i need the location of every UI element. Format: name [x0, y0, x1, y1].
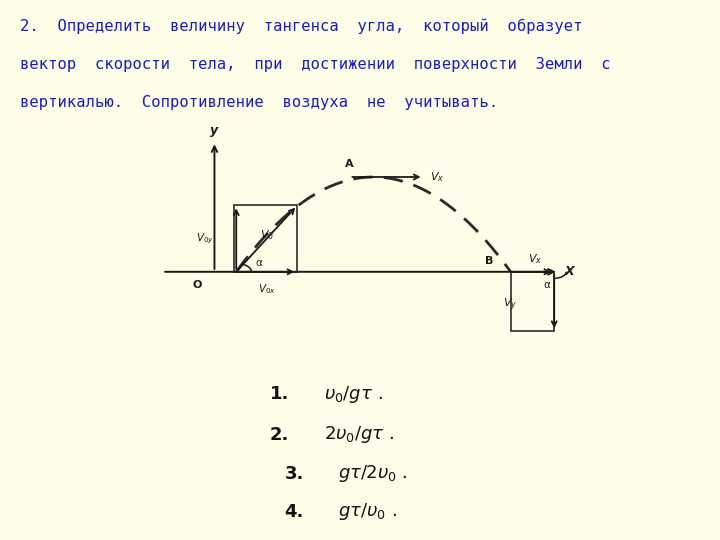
Text: y: y [210, 124, 218, 137]
Text: A: A [345, 159, 354, 168]
Text: $2\upsilon_0/g\tau\ .$: $2\upsilon_0/g\tau\ .$ [324, 424, 395, 445]
Text: вектор  скорости  тела,  при  достижении  поверхности  Земли  с: вектор скорости тела, при достижении пов… [20, 57, 611, 72]
Text: 3.: 3. [284, 464, 304, 483]
Text: 2.: 2. [270, 426, 289, 444]
Text: $\upsilon_0/g\tau\ .$: $\upsilon_0/g\tau\ .$ [324, 384, 383, 404]
Text: $V_{0x}$: $V_{0x}$ [258, 282, 276, 296]
Text: $V_0$: $V_0$ [260, 228, 274, 242]
Text: 2.  Определить  величину  тангенса  угла,  который  образует: 2. Определить величину тангенса угла, ко… [20, 19, 582, 35]
Text: 4.: 4. [284, 503, 304, 521]
Text: B: B [485, 256, 493, 266]
Text: $V_{0y}$: $V_{0y}$ [197, 232, 215, 246]
Text: X: X [565, 265, 575, 278]
Text: 1.: 1. [270, 385, 289, 403]
Text: α: α [256, 258, 263, 268]
Text: $V_x$: $V_x$ [430, 170, 444, 184]
Text: $V_x$: $V_x$ [528, 252, 542, 266]
Text: вертикалью.  Сопротивление  воздуха  не  учитывать.: вертикалью. Сопротивление воздуха не учи… [20, 94, 498, 110]
Text: α: α [543, 280, 550, 290]
Text: $V_y$: $V_y$ [503, 296, 517, 313]
Text: O: O [192, 280, 202, 290]
Text: $g\tau/2\upsilon_0\ .$: $g\tau/2\upsilon_0\ .$ [338, 463, 408, 484]
Text: $g\tau/\upsilon_0\ .$: $g\tau/\upsilon_0\ .$ [338, 502, 397, 522]
